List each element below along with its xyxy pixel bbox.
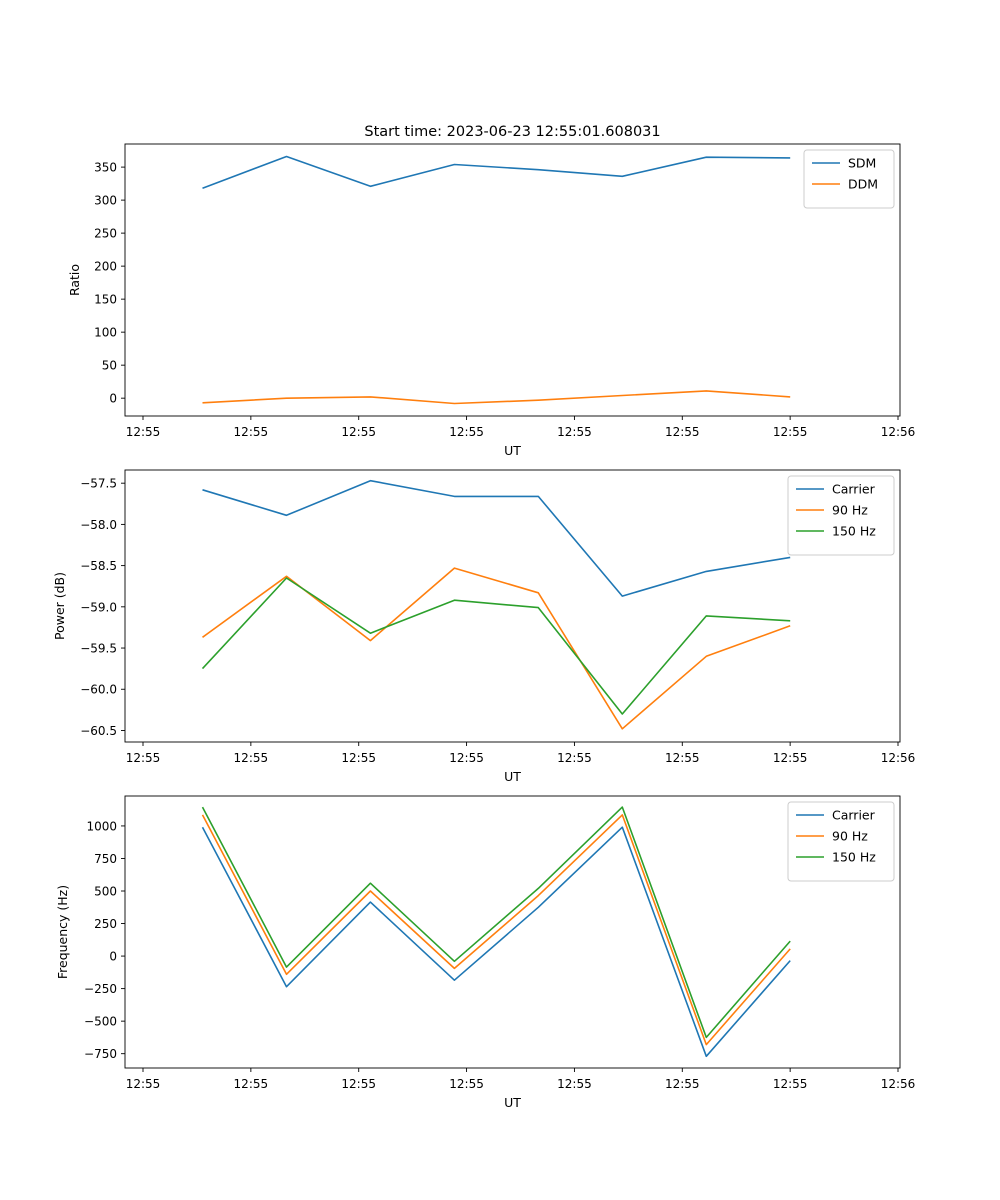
axes-frame [124,795,901,1069]
y-tick-label: −60.0 [80,683,117,697]
x-tick-label: 12:55 [557,751,592,765]
y-tick-label: 0 [109,392,117,406]
y-tick-label: 200 [94,260,117,274]
y-tick-label: 50 [102,359,117,373]
series-line-90-hz [201,814,791,1046]
legend-label: Carrier [832,482,876,497]
legend-label: 90 Hz [832,829,868,844]
x-tick-label: 12:55 [449,425,484,439]
y-tick-label: −250 [84,982,117,996]
x-tick-label: 12:55 [557,1077,592,1091]
legend-label: 150 Hz [832,524,876,539]
legend-label: DDM [848,177,878,192]
axes-frame [124,143,901,417]
y-tick-label: 250 [94,917,117,931]
x-tick-label: 12:55 [126,1077,161,1091]
x-tick-label: 12:55 [341,751,376,765]
x-tick-label: 12:55 [234,425,269,439]
x-tick-label: 12:55 [665,1077,700,1091]
x-tick-label: 12:55 [234,751,269,765]
series-line-150-hz [201,577,791,715]
axes-frame [124,469,901,743]
y-tick-label: −58.5 [80,559,117,573]
series-line-ddm [202,390,791,405]
x-tick-label: 12:55 [665,425,700,439]
x-tick-label: 12:55 [126,425,161,439]
legend-label: Carrier [832,808,876,823]
x-tick-label: 12:55 [234,1077,269,1091]
x-tick-label: 12:55 [341,1077,376,1091]
x-tick-label: 12:56 [881,425,916,439]
x-tick-label: 12:55 [449,751,484,765]
y-tick-label: −59.5 [80,642,117,656]
x-tick-label: 12:55 [773,751,808,765]
panel-2: 12:55 12:55 12:55 12:55 12:55 12:55 12:55 12:56… [52,469,916,784]
y-tick-label: −750 [84,1047,117,1061]
y-tick-label: −60.5 [80,724,117,738]
legend-frame [787,801,895,882]
y-tick-label: 100 [94,326,117,340]
y-axis-label: Power (dB) [52,572,67,640]
x-tick-label: 12:55 [126,751,161,765]
x-axis-label: UT [504,769,521,784]
y-tick-label: 150 [94,293,117,307]
panel-3: 12:55 12:55 12:55 12:55 12:55 12:55 12:55 12:56… [55,795,916,1110]
x-tick-label: 12:56 [881,1077,916,1091]
y-tick-label: −59.0 [80,600,117,614]
x-tick-label: 12:55 [665,751,700,765]
x-tick-label: 12:55 [449,1077,484,1091]
chart-title: Start time: 2023-06-23 12:55:01.608031 [364,124,660,140]
panel-1: 12:55 12:55 12:55 12:55 12:55 12:55 12:55 12:56… [67,143,916,458]
series-line-150-hz [201,806,791,1039]
x-tick-label: 12:55 [773,1077,808,1091]
x-axis-label: UT [504,443,521,458]
y-tick-label: −57.5 [80,477,117,491]
legend: Carrier 90 Hz 150 Hz [787,475,895,556]
y-tick-label: 1000 [86,819,117,833]
x-tick-label: 12:55 [557,425,592,439]
legend-frame [787,475,895,556]
y-tick-label: 500 [94,885,117,899]
legend: Carrier 90 Hz 150 Hz [787,801,895,882]
y-tick-label: 750 [94,852,117,866]
series-line-carrier [201,826,791,1058]
y-tick-label: −58.0 [80,518,117,532]
legend-label: 90 Hz [832,503,868,518]
y-tick-label: 250 [94,227,117,241]
x-tick-label: 12:55 [773,425,808,439]
series-line-sdm [202,155,791,189]
y-axis-label: Frequency (Hz) [55,885,70,979]
y-tick-label: 300 [94,194,117,208]
legend-label: 150 Hz [832,850,876,865]
legend-label: SDM [848,156,876,171]
x-tick-label: 12:55 [341,425,376,439]
x-axis-label: UT [504,1095,521,1110]
legend: SDM DDM [803,149,895,209]
y-axis-label: Ratio [67,264,82,296]
x-tick-label: 12:56 [881,751,916,765]
series-line-90-hz [202,567,791,730]
y-tick-label: 350 [94,161,117,175]
y-tick-label: 0 [109,950,117,964]
series-line-carrier [202,479,791,597]
y-tick-label: −500 [84,1015,117,1029]
legend-frame [803,149,895,209]
